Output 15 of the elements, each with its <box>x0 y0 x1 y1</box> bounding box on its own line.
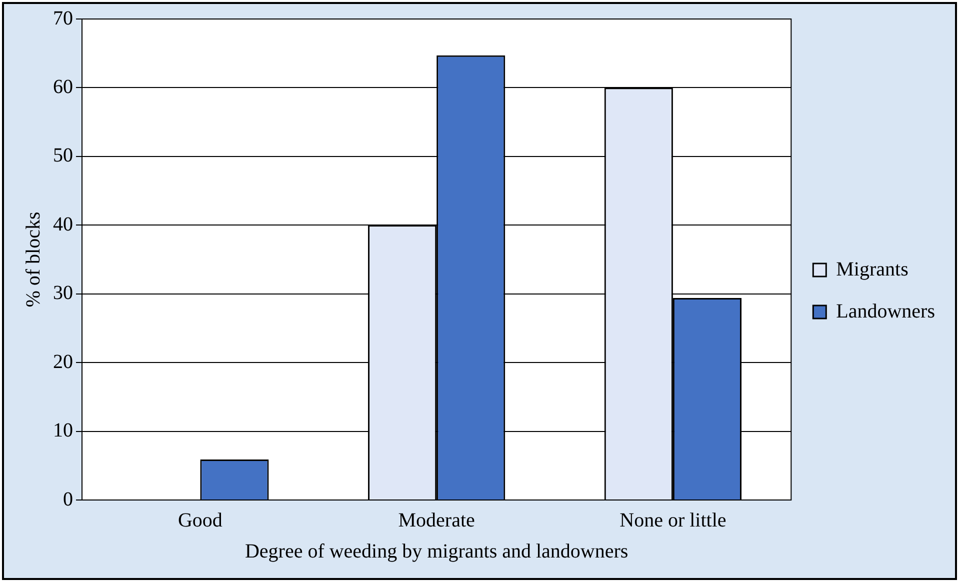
x-tick-label: Good <box>178 509 222 532</box>
y-axis-title: % of blocks <box>22 212 44 308</box>
y-tick-label: 50 <box>53 144 73 167</box>
x-axis-title: Degree of weeding by migrants and landowners <box>244 540 628 562</box>
y-tick-label: 10 <box>53 420 73 442</box>
x-tick-label: None or little <box>620 509 726 532</box>
y-tick-label: 0 <box>63 488 73 510</box>
x-tick-label: Moderate <box>398 509 476 532</box>
legend-label: Landowners <box>836 300 936 322</box>
y-tick-label: 20 <box>53 350 73 373</box>
legend-label: Migrants <box>836 258 909 280</box>
y-tick-label: 70 <box>53 7 73 30</box>
y-tick-label: 40 <box>53 213 73 236</box>
y-tick-label: 30 <box>53 282 73 304</box>
y-tick-label: 60 <box>53 76 73 98</box>
